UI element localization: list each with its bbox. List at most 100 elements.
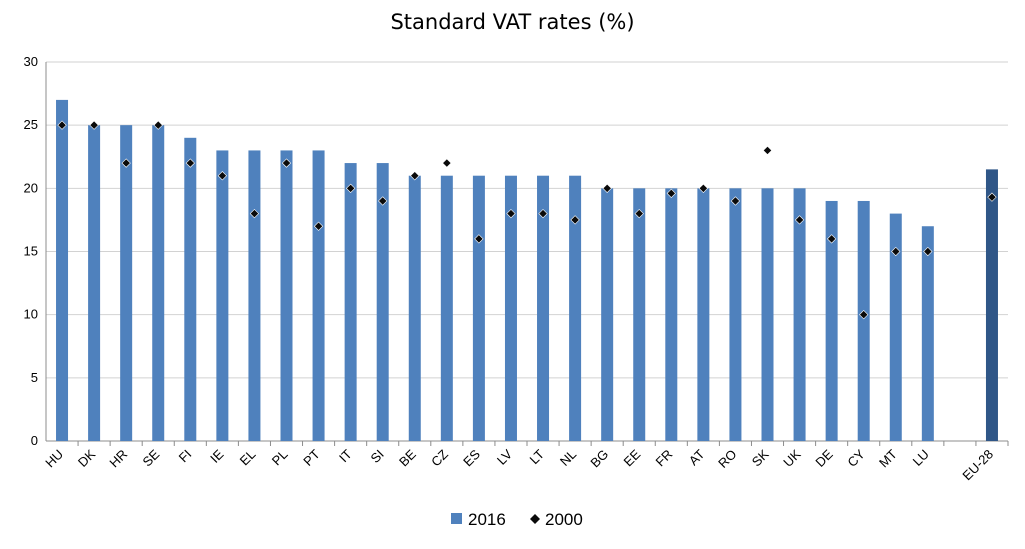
bar-2016 bbox=[408, 175, 421, 441]
bar-2016 bbox=[472, 175, 485, 441]
y-tick-label: 20 bbox=[24, 180, 38, 195]
x-tick-label: IE bbox=[207, 446, 227, 466]
bar-2016 bbox=[985, 169, 998, 441]
bar-2016 bbox=[88, 125, 101, 442]
marker-2000 bbox=[570, 215, 580, 225]
y-tick-label: 5 bbox=[31, 370, 38, 385]
marker-2000 bbox=[506, 208, 516, 219]
bar-2016 bbox=[376, 163, 389, 442]
marker-2000 bbox=[346, 183, 356, 193]
bar-2016 bbox=[697, 188, 710, 441]
x-tick-label: CZ bbox=[428, 446, 451, 469]
marker-2000 bbox=[794, 215, 805, 225]
marker-2000 bbox=[602, 183, 612, 193]
x-tick-label: DE bbox=[812, 446, 836, 470]
x-tick-label: SK bbox=[749, 446, 772, 469]
marker-2000 bbox=[378, 196, 388, 206]
bar-2016 bbox=[120, 125, 133, 442]
bar-2016 bbox=[665, 188, 678, 441]
x-tick-label: RO bbox=[715, 447, 739, 471]
y-tick-label: 15 bbox=[24, 244, 38, 259]
bar-2016 bbox=[601, 188, 614, 441]
bar-2016 bbox=[280, 150, 293, 441]
marker-2000 bbox=[57, 120, 67, 130]
bar-2016 bbox=[537, 175, 550, 441]
bar-2016 bbox=[184, 137, 197, 442]
x-tick-label: EE bbox=[620, 446, 643, 469]
bar-2016 bbox=[344, 163, 357, 442]
bar-2016 bbox=[504, 175, 517, 441]
chart-title: Standard VAT rates (%) bbox=[390, 10, 635, 34]
y-tick-label: 0 bbox=[31, 433, 38, 448]
x-tick-label: BE bbox=[396, 446, 419, 469]
x-tick-label: LV bbox=[494, 446, 515, 467]
x-tick-label: CY bbox=[844, 446, 868, 470]
x-tick-label: NL bbox=[557, 447, 579, 469]
bar-2016 bbox=[793, 188, 806, 441]
x-tick-label: SE bbox=[139, 446, 162, 469]
bar-2016 bbox=[248, 150, 261, 441]
marker-2000 bbox=[827, 234, 837, 244]
bar-2016 bbox=[152, 125, 165, 442]
x-tick-label: HU bbox=[42, 447, 66, 471]
marker-2000 bbox=[217, 171, 227, 181]
marker-2000 bbox=[474, 234, 484, 244]
marker-2000 bbox=[121, 158, 131, 168]
marker-2000 bbox=[730, 196, 741, 206]
bar-2016 bbox=[440, 175, 453, 441]
y-tick-label: 30 bbox=[24, 54, 38, 69]
bar-2016 bbox=[889, 213, 902, 441]
x-tick-label: IT bbox=[336, 446, 355, 465]
marker-2000 bbox=[249, 208, 260, 219]
x-tick-label: FI bbox=[176, 447, 195, 466]
legend-swatch-2000 bbox=[530, 514, 540, 524]
bar-2016 bbox=[216, 150, 229, 441]
bar-2016 bbox=[825, 200, 838, 441]
x-tick-label: AT bbox=[686, 446, 708, 468]
x-tick-label: PT bbox=[300, 446, 322, 468]
bar-2016 bbox=[921, 226, 934, 441]
x-tick-label: DK bbox=[75, 446, 99, 470]
bar-2016 bbox=[569, 175, 582, 441]
bar-2016 bbox=[56, 99, 69, 442]
x-tick-label: LT bbox=[526, 446, 547, 467]
x-tick-label: SI bbox=[368, 447, 387, 466]
marker-2000 bbox=[698, 183, 708, 193]
marker-2000 bbox=[891, 246, 901, 257]
x-tick-label: HR bbox=[106, 447, 130, 471]
bar-2016 bbox=[857, 200, 870, 441]
bar-2016 bbox=[761, 188, 774, 441]
marker-2000 bbox=[666, 188, 676, 199]
marker-2000 bbox=[185, 158, 195, 168]
x-tick-label: ES bbox=[460, 446, 483, 469]
marker-2000 bbox=[538, 208, 548, 219]
x-tick-label: UK bbox=[780, 446, 804, 470]
marker-2000 bbox=[634, 208, 644, 219]
x-tick-label: PL bbox=[269, 447, 291, 469]
x-tick-label: MT bbox=[876, 446, 900, 470]
marker-2000 bbox=[923, 246, 933, 257]
bar-2016 bbox=[312, 150, 325, 441]
bar-2016 bbox=[729, 188, 742, 441]
legend-label-2016: 2016 bbox=[468, 510, 506, 529]
marker-2000 bbox=[281, 158, 292, 168]
x-tick-label: EL bbox=[237, 447, 259, 469]
legend-swatch-2016 bbox=[451, 513, 462, 524]
marker-2000 bbox=[153, 120, 163, 130]
x-tick-label: EU-28 bbox=[959, 447, 996, 484]
x-tick-label: BG bbox=[587, 447, 611, 471]
legend-label-2000: 2000 bbox=[545, 510, 583, 529]
marker-2000 bbox=[89, 120, 99, 130]
y-tick-label: 10 bbox=[24, 307, 38, 322]
y-tick-label: 25 bbox=[24, 117, 38, 132]
x-tick-label: LU bbox=[910, 447, 932, 469]
marker-2000 bbox=[410, 171, 420, 181]
x-tick-label: FR bbox=[653, 447, 676, 470]
marker-2000 bbox=[313, 221, 324, 231]
marker-2000 bbox=[442, 158, 452, 168]
marker-2000 bbox=[762, 145, 773, 156]
marker-2000 bbox=[987, 192, 997, 202]
bar-2016 bbox=[633, 188, 646, 441]
